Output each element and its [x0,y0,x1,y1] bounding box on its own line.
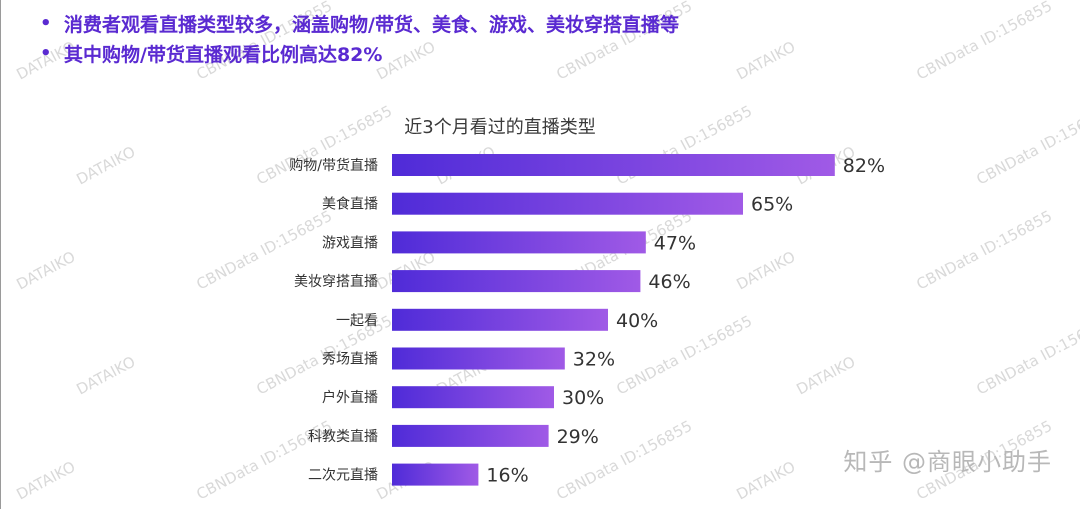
bullet-text: 其中购物/带货直播观看比例高达82% [64,43,383,66]
bullet-dot: • [40,12,52,34]
category-label: 一起看 [336,313,378,329]
bar [392,424,549,447]
footer-credit: 知乎 @商眼小助手 [843,448,1052,476]
bullet-item: • 消费者观看直播类型较多，涵盖购物/带货、美食、游戏、美妆穿搭直播等 [40,8,1040,38]
category-label: 科教类直播 [308,428,378,445]
frame-border [0,0,1,509]
chart-title: 近3个月看过的直播类型 [404,117,596,138]
value-label: 65% [751,194,793,216]
category-label: 美妆穿搭直播 [294,273,378,290]
category-label: 美食直播 [322,196,378,213]
category-label: 二次元直播 [308,467,378,484]
category-label: 户外直播 [322,389,378,406]
bullet-text: 消费者观看直播类型较多，涵盖购物/带货、美食、游戏、美妆穿搭直播等 [64,13,679,36]
category-label: 游戏直播 [322,234,378,251]
bar [392,192,743,215]
value-label: 29% [557,426,599,448]
value-label: 40% [616,310,658,332]
bar [392,386,554,409]
category-label: 购物/带货直播 [289,157,378,174]
bar [392,308,608,331]
bar [392,347,565,370]
bullet-item: • 其中购物/带货直播观看比例高达82% [40,38,1040,68]
value-label: 82% [843,155,885,177]
value-label: 32% [573,349,615,371]
value-label: 47% [654,232,696,254]
bar [392,270,641,293]
value-label: 16% [486,465,528,487]
bar [392,231,646,254]
bar [392,154,835,176]
value-label: 46% [648,271,690,293]
bullet-dot: • [40,42,52,64]
category-label: 秀场直播 [322,351,378,368]
summary-bullets: • 消费者观看直播类型较多，涵盖购物/带货、美食、游戏、美妆穿搭直播等 • 其中… [40,8,1040,68]
bar [392,463,479,486]
value-label: 30% [562,387,604,409]
